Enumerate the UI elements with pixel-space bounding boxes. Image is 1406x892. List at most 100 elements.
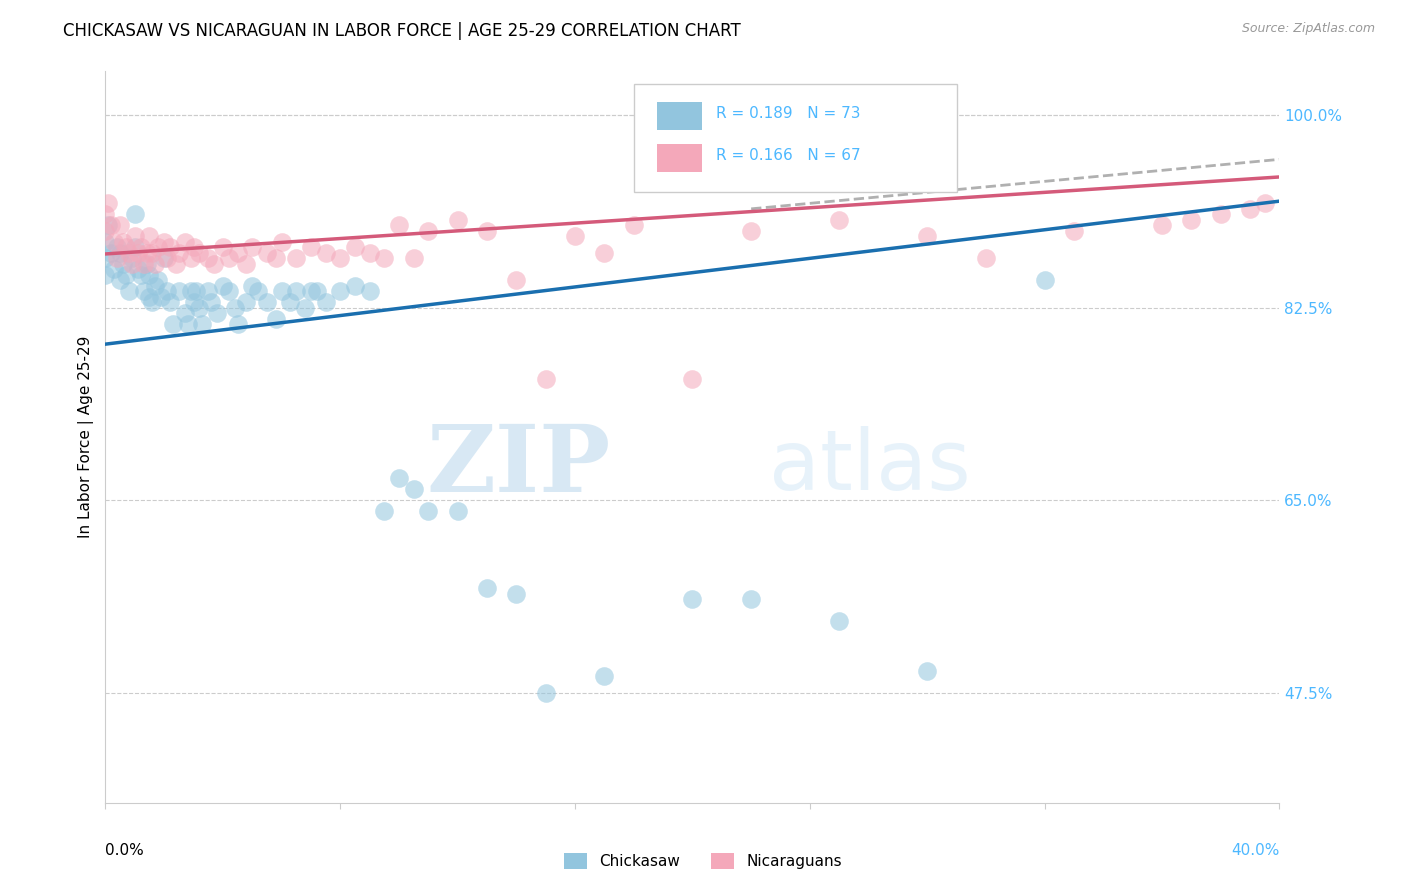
Point	[108, 245, 131, 260]
Point	[173, 235, 195, 249]
Point	[135, 245, 157, 260]
Point	[505, 273, 527, 287]
Point	[264, 311, 287, 326]
Point	[264, 252, 287, 266]
Point	[197, 252, 219, 266]
Point	[329, 285, 352, 299]
Bar	[657, 102, 702, 130]
Point	[94, 235, 117, 249]
Point	[205, 306, 228, 320]
Point	[100, 245, 122, 260]
Text: CHICKASAW VS NICARAGUAN IN LABOR FORCE | AGE 25-29 CORRELATION CHART: CHICKASAW VS NICARAGUAN IN LABOR FORCE |…	[63, 22, 741, 40]
Point	[564, 229, 586, 244]
Point	[418, 224, 440, 238]
Point	[180, 252, 202, 266]
Point	[917, 229, 939, 244]
Point	[446, 504, 468, 518]
Point	[121, 252, 143, 266]
Point	[118, 285, 141, 299]
Point	[162, 318, 184, 332]
Point	[94, 224, 117, 238]
Point	[132, 257, 155, 271]
Text: atlas: atlas	[769, 425, 970, 507]
Point	[94, 268, 117, 282]
Point	[218, 252, 240, 266]
Point	[183, 295, 205, 310]
Point	[299, 240, 322, 254]
Text: 0.0%: 0.0%	[105, 843, 145, 858]
Point	[124, 207, 146, 221]
Point	[1254, 196, 1277, 211]
Point	[105, 252, 128, 266]
Point	[373, 504, 395, 518]
Point	[100, 219, 122, 233]
FancyBboxPatch shape	[634, 84, 956, 192]
Point	[188, 245, 211, 260]
Point	[138, 268, 160, 282]
Point	[150, 290, 173, 304]
Point	[127, 245, 149, 260]
Point	[165, 257, 187, 271]
Point	[115, 268, 138, 282]
Text: Source: ZipAtlas.com: Source: ZipAtlas.com	[1241, 22, 1375, 36]
Point	[176, 318, 198, 332]
Point	[329, 252, 352, 266]
Point	[917, 664, 939, 678]
Point	[211, 278, 233, 293]
Point	[1033, 273, 1056, 287]
Text: R = 0.189   N = 73: R = 0.189 N = 73	[716, 106, 860, 121]
Point	[1150, 219, 1173, 233]
Point	[256, 295, 278, 310]
Point	[153, 235, 176, 249]
Point	[285, 285, 308, 299]
Point	[740, 224, 762, 238]
Point	[593, 669, 616, 683]
Bar	[657, 144, 702, 171]
Point	[156, 285, 179, 299]
Point	[235, 257, 257, 271]
Point	[315, 245, 337, 260]
Point	[186, 285, 208, 299]
Point	[132, 285, 155, 299]
Point	[153, 252, 176, 266]
Point	[828, 615, 851, 629]
Point	[475, 582, 498, 596]
Point	[188, 301, 211, 315]
Point	[388, 471, 411, 485]
Point	[197, 285, 219, 299]
Point	[359, 285, 381, 299]
Text: R = 0.166   N = 67: R = 0.166 N = 67	[716, 148, 860, 163]
Point	[280, 295, 302, 310]
Point	[256, 245, 278, 260]
Point	[534, 686, 557, 700]
Point	[218, 285, 240, 299]
Point	[402, 252, 425, 266]
Point	[191, 318, 214, 332]
Legend: Chickasaw, Nicaraguans: Chickasaw, Nicaraguans	[558, 847, 848, 875]
Point	[159, 240, 181, 254]
Point	[129, 240, 152, 254]
Point	[623, 219, 645, 233]
Point	[97, 219, 120, 233]
Point	[359, 245, 381, 260]
Point	[143, 278, 166, 293]
Point	[141, 295, 163, 310]
Point	[200, 295, 222, 310]
Point	[167, 285, 190, 299]
Point	[103, 235, 125, 249]
Point	[183, 240, 205, 254]
Point	[124, 240, 146, 254]
Point	[211, 240, 233, 254]
Point	[1180, 212, 1202, 227]
Point	[156, 252, 179, 266]
Point	[270, 235, 292, 249]
Point	[247, 285, 270, 299]
Point	[315, 295, 337, 310]
Point	[1209, 207, 1232, 221]
Point	[593, 245, 616, 260]
Point	[141, 245, 163, 260]
Text: ZIP: ZIP	[426, 421, 610, 511]
Point	[1063, 224, 1085, 238]
Point	[94, 207, 117, 221]
Point	[148, 240, 170, 254]
